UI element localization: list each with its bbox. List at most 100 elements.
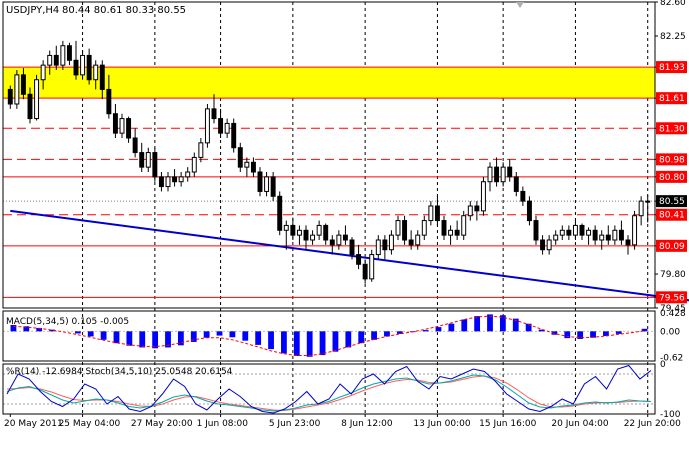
candle-body — [454, 229, 460, 236]
candle — [632, 210, 638, 250]
level-badge-box — [656, 291, 687, 304]
candle-body — [47, 54, 53, 66]
candle-body — [316, 224, 322, 236]
level-badge-text: 80.41 — [659, 211, 685, 221]
level-badge-text: 80.09 — [659, 242, 685, 252]
candle-body — [487, 166, 493, 183]
candle-body — [579, 224, 585, 236]
candle-body — [369, 254, 375, 280]
candle — [93, 60, 99, 90]
candle-body — [513, 176, 519, 192]
candle-body — [599, 234, 605, 241]
candle-body — [158, 176, 164, 188]
candle-body — [34, 79, 40, 120]
candle-body — [283, 224, 289, 231]
candle-body — [126, 118, 132, 139]
candle — [362, 259, 368, 284]
candle — [178, 172, 184, 187]
candle — [53, 45, 59, 70]
candle-body — [191, 156, 197, 173]
candle — [211, 94, 217, 124]
price-panel[interactable] — [3, 40, 689, 315]
stoch-main-line — [6, 374, 652, 412]
candle — [618, 220, 624, 245]
time-tick-label: 8 Jun 12:00 — [341, 419, 393, 429]
candle-body — [204, 108, 210, 144]
candle — [520, 186, 526, 206]
candle — [145, 147, 151, 172]
chart-shift-marker-icon[interactable] — [516, 2, 524, 8]
candle-body — [441, 220, 447, 236]
candle-body — [329, 239, 335, 246]
candle-body — [382, 239, 388, 251]
candle — [112, 104, 118, 138]
candle — [441, 215, 447, 240]
candle-body — [112, 113, 118, 134]
candle-body — [572, 224, 578, 236]
candle — [342, 225, 348, 245]
time-tick-label: 25 May 04:00 — [59, 419, 121, 429]
candle — [270, 172, 276, 202]
ohlc-readout: 80.44 80.61 80.33 80.55 — [62, 5, 186, 16]
candle-body — [632, 215, 638, 246]
candle — [415, 230, 421, 250]
candle-body — [402, 220, 408, 241]
candle-body — [356, 254, 362, 265]
macd-tick-label: -0.62 — [660, 354, 683, 364]
candle — [158, 172, 164, 192]
candle — [7, 85, 13, 109]
candle — [487, 162, 493, 192]
williams-r-line — [6, 364, 652, 414]
candle — [198, 138, 204, 163]
candle — [448, 225, 454, 245]
candle — [283, 220, 289, 250]
candle-body — [211, 108, 217, 120]
macd-panel-frame — [2, 310, 656, 362]
candle — [106, 74, 112, 119]
candle — [316, 220, 322, 240]
candle-body — [185, 171, 191, 178]
candle — [579, 223, 585, 240]
candle-body — [53, 54, 59, 66]
candle-body — [165, 176, 171, 188]
candle — [526, 196, 532, 226]
candle-body — [586, 229, 592, 236]
macd-tick-label: 0.00 — [660, 327, 680, 337]
candle-body — [342, 234, 348, 241]
candle-body — [152, 152, 158, 178]
candle-body — [645, 200, 651, 203]
candle — [40, 60, 46, 90]
price-tick-label: 82.25 — [660, 32, 686, 42]
candle-body — [198, 142, 204, 158]
candle-body — [500, 166, 506, 183]
candle-body — [612, 229, 618, 241]
candle-body — [507, 166, 513, 178]
candle — [218, 108, 224, 138]
candle — [434, 196, 440, 226]
candle — [27, 87, 33, 124]
candle — [336, 230, 342, 250]
candle-body — [20, 74, 26, 95]
candle — [559, 225, 565, 240]
candle-body — [303, 229, 309, 241]
candle-body — [618, 229, 624, 241]
candle — [310, 230, 316, 245]
level-badge-box — [656, 153, 687, 166]
price-tick-label: 79.45 — [660, 304, 686, 314]
candle — [14, 70, 20, 109]
candle — [73, 40, 79, 80]
candle-body — [461, 215, 467, 236]
macd-panel[interactable] — [3, 314, 655, 357]
candle — [296, 225, 302, 245]
candle — [408, 230, 414, 250]
time-tick-label: 20 Jun 04:00 — [551, 419, 608, 429]
stochastic-panel[interactable] — [3, 364, 655, 414]
candle — [553, 230, 559, 245]
level-badge-box — [656, 61, 687, 74]
candle — [638, 196, 644, 226]
time-tick-label: 5 Jun 23:00 — [269, 419, 321, 429]
candle — [500, 162, 506, 187]
time-gridlines — [82, 2, 649, 414]
candle-body — [336, 234, 342, 246]
